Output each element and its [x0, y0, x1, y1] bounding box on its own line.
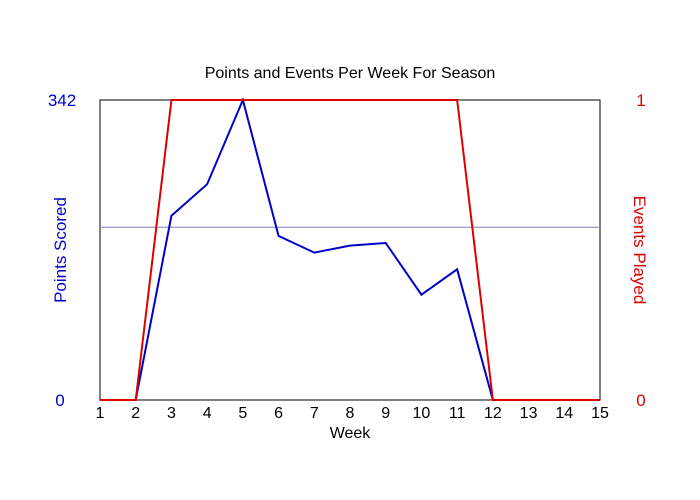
x-tick-label: 6 [274, 405, 283, 422]
x-tick-label: 15 [591, 405, 609, 422]
right-axis-max-label: 1 [636, 91, 645, 110]
series-layer [100, 96, 600, 401]
right-axis-label: Events Played [630, 196, 649, 305]
x-tick-label: 9 [381, 405, 390, 422]
x-tick-label: 1 [96, 405, 105, 422]
plot-area-frame [99, 99, 601, 401]
x-tick-label: 4 [203, 405, 212, 422]
right-axis-min-label: 0 [636, 391, 645, 410]
left-axis-max-label: 342 [48, 91, 76, 110]
x-tick-label: 5 [238, 405, 247, 422]
left-axis-label: Points Scored [51, 197, 70, 303]
x-tick-label: 2 [131, 405, 140, 422]
x-tick-label: 13 [520, 405, 538, 422]
x-tick-label: 7 [310, 405, 319, 422]
x-axis-ticks: 1 2 3 4 5 6 7 8 9 10 11 12 13 14 15 [96, 405, 609, 422]
left-axis-min-label: 0 [55, 391, 64, 410]
x-tick-label: 3 [167, 405, 176, 422]
x-tick-label: 14 [555, 405, 573, 422]
points-scored-series-line [100, 96, 600, 401]
events-played-series-line [100, 99, 600, 401]
x-tick-label: 12 [484, 405, 502, 422]
x-tick-label: 10 [413, 405, 431, 422]
x-tick-label: 8 [346, 405, 355, 422]
x-tick-label: 11 [449, 405, 466, 422]
chart-title: Points and Events Per Week For Season [205, 65, 496, 82]
x-axis-label: Week [330, 425, 372, 442]
